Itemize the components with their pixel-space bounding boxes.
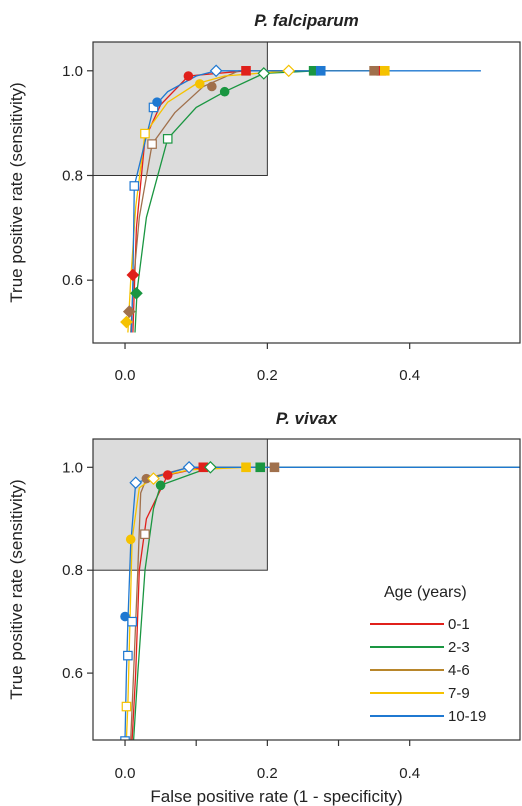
legend-title: Age (years): [384, 584, 467, 601]
x-tick-label: 0.4: [399, 765, 420, 782]
series-line-4: [125, 466, 247, 740]
y-tick-label: 0.6: [62, 665, 83, 682]
marker-circle: [219, 86, 230, 97]
y-axis-label: True positive rate (sensitivity): [7, 82, 26, 302]
x-tick-label: 0.0: [115, 367, 136, 384]
x-tick-label: 0.4: [399, 367, 420, 384]
y-axis-label: True positive rate (sensitivity): [7, 479, 26, 699]
marker-diamond: [122, 305, 136, 318]
x-axis-label: False positive rate (1 - specificity): [150, 787, 402, 806]
y-tick-label: 0.8: [62, 167, 83, 184]
legend-label: 4-6: [448, 662, 470, 679]
x-tick-label: 0.2: [257, 765, 278, 782]
marker-diamond: [204, 460, 217, 474]
legend-label: 10-19: [448, 708, 486, 725]
marker-circle: [162, 470, 173, 480]
plot-area: [120, 460, 520, 740]
legend-label: 0-1: [448, 616, 470, 633]
marker-square: [241, 462, 251, 473]
marker-square: [369, 65, 379, 76]
marker-diamond: [126, 268, 140, 282]
marker-square: [162, 134, 173, 144]
marker-square: [120, 736, 130, 740]
series-line-2: [134, 70, 318, 333]
marker-circle: [152, 97, 162, 107]
marker-circle: [155, 480, 166, 491]
shaded-region: [92, 41, 268, 176]
marker-diamond: [257, 67, 271, 80]
marker-circle: [194, 79, 205, 89]
marker-circle: [125, 534, 136, 545]
marker-diamond: [130, 286, 143, 300]
marker-circle: [183, 71, 194, 81]
marker-square: [315, 65, 326, 76]
shaded-region: [92, 438, 268, 571]
marker-square: [379, 65, 390, 76]
marker-square: [147, 139, 157, 149]
legend-label: 7-9: [448, 685, 470, 702]
marker-diamond: [209, 64, 223, 78]
marker-circle: [120, 611, 130, 622]
y-tick-label: 0.6: [62, 272, 83, 289]
marker-diamond: [147, 472, 160, 485]
marker-square: [127, 616, 137, 627]
marker-square: [241, 65, 251, 76]
marker-diamond: [182, 460, 196, 474]
marker-square: [129, 181, 140, 191]
marker-square: [255, 462, 266, 473]
marker-diamond: [120, 315, 133, 329]
panel-title: P. vivax: [276, 409, 339, 428]
marker-diamond: [129, 476, 143, 490]
y-tick-label: 1.0: [62, 63, 83, 80]
x-tick-label: 0.0: [115, 765, 136, 782]
panel-p-falciparum: 0.0 0.2 0.4 0.6 0.8 1.0 P. falciparum True posi…: [7, 11, 521, 384]
marker-square: [140, 529, 150, 539]
plot-frame: [92, 438, 521, 741]
marker-square: [269, 462, 280, 473]
series-line-3: [130, 70, 375, 333]
marker-square: [121, 701, 132, 712]
x-tick-label: 0.2: [257, 367, 278, 384]
marker-square: [123, 650, 133, 661]
marker-circle: [207, 81, 217, 92]
y-tick-label: 1.0: [62, 459, 83, 476]
plot-area: [120, 64, 481, 333]
marker-square: [140, 128, 150, 139]
panel-p-vivax: 0.0 0.2 0.4 0.6 0.8 1.0 P. vivax True positive …: [7, 409, 521, 806]
legend-label: 2-3: [448, 639, 470, 656]
legend: Age (years) 0-1 2-3 4-6 7-9 10-19: [370, 584, 486, 725]
panel-title: P. falciparum: [254, 11, 359, 30]
y-tick-label: 0.8: [62, 562, 83, 579]
marker-diamond: [282, 64, 296, 78]
plot-frame: [92, 41, 521, 344]
